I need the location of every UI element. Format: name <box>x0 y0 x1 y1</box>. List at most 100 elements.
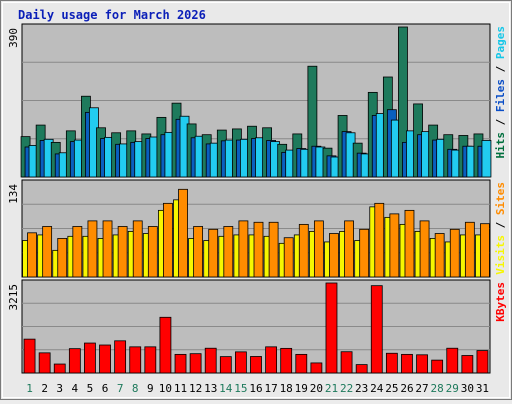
x-tick-label-day-13: 13 <box>204 382 217 395</box>
legend-label: / <box>494 215 507 235</box>
x-tick-label-day-1: 1 <box>26 382 33 395</box>
legend-label: Pages <box>494 26 507 59</box>
legend-label: Visits <box>494 235 507 275</box>
x-tick-label-day-14: 14 <box>219 382 233 395</box>
bar-sites-day-16 <box>253 221 264 278</box>
bar-kbytes-day-1 <box>23 338 36 374</box>
x-tick-label-day-5: 5 <box>87 382 94 395</box>
bar-kbytes-day-11 <box>174 353 187 374</box>
bar-kbytes-day-15 <box>234 351 247 374</box>
x-tick-label-day-16: 16 <box>249 382 262 395</box>
bar-kbytes-day-18 <box>280 347 293 374</box>
x-tick-label-day-23: 23 <box>355 382 368 395</box>
bar-sites-day-2 <box>42 226 53 278</box>
x-tick-label-day-21: 21 <box>325 382 338 395</box>
bar-sites-day-10 <box>163 202 173 278</box>
bar-sites-day-4 <box>72 226 83 278</box>
bar-sites-day-8 <box>132 220 143 278</box>
x-tick-label-day-22: 22 <box>340 382 353 395</box>
bar-sites-day-17 <box>268 221 279 278</box>
x-tick-label-day-11: 11 <box>174 382 187 395</box>
x-tick-label-day-3: 3 <box>56 382 63 395</box>
x-tick-label-day-27: 27 <box>415 382 428 395</box>
bar-sites-day-12 <box>193 226 204 278</box>
panel-visits-ymax-label: 134 <box>7 184 20 204</box>
x-tick-label-day-25: 25 <box>385 382 398 395</box>
x-tick-label-day-24: 24 <box>370 382 384 395</box>
bar-kbytes-day-27 <box>416 354 428 374</box>
bar-sites-day-7 <box>117 226 128 278</box>
bar-kbytes-day-31 <box>476 350 489 374</box>
x-tick-label-day-4: 4 <box>72 382 79 395</box>
bar-kbytes-day-24 <box>370 285 383 374</box>
bar-kbytes-day-4 <box>68 348 81 374</box>
x-tick-label-day-30: 30 <box>461 382 474 395</box>
x-tick-label-day-7: 7 <box>117 382 124 395</box>
panel-visits-legend: Visits / Sites <box>494 182 507 275</box>
bar-kbytes-day-3 <box>53 363 66 374</box>
panel-kbytes-legend: KBytes <box>494 282 507 322</box>
bar-sites-day-18 <box>283 237 294 278</box>
x-tick-label-day-28: 28 <box>431 382 444 395</box>
bar-kbytes-day-25 <box>385 352 398 374</box>
bar-kbytes-day-12 <box>189 353 202 374</box>
bar-sites-day-26 <box>404 209 415 278</box>
bar-kbytes-day-22 <box>340 351 353 374</box>
x-tick-label-day-31: 31 <box>476 382 489 395</box>
bar-kbytes-day-29 <box>446 347 459 374</box>
bar-kbytes-day-19 <box>295 353 308 374</box>
legend-label: / <box>494 59 507 79</box>
bar-kbytes-day-2 <box>38 352 51 374</box>
bar-kbytes-day-14 <box>219 356 232 374</box>
x-tick-label-day-10: 10 <box>159 382 172 395</box>
bar-kbytes-day-9 <box>144 346 157 374</box>
panel-hits-ymax-label: 390 <box>7 28 20 48</box>
bar-sites-day-19 <box>298 223 309 278</box>
bar-kbytes-day-30 <box>461 355 474 374</box>
x-tick-label-day-2: 2 <box>41 382 48 395</box>
bar-sites-day-23 <box>359 228 370 278</box>
bar-sites-day-3 <box>57 238 68 278</box>
bar-kbytes-day-23 <box>355 364 368 374</box>
bar-kbytes-day-26 <box>401 353 413 374</box>
bar-kbytes-day-16 <box>250 356 262 374</box>
bar-kbytes-day-10 <box>159 316 172 374</box>
bar-kbytes-day-20 <box>310 362 323 374</box>
bar-kbytes-day-8 <box>129 346 142 374</box>
bar-sites-day-11 <box>178 188 188 278</box>
bar-kbytes-day-28 <box>431 359 444 374</box>
x-tick-label-day-20: 20 <box>310 382 323 395</box>
bar-sites-day-13 <box>208 228 219 278</box>
bar-sites-day-20 <box>313 220 324 278</box>
chart-title: Daily usage for March 2026 <box>18 8 206 22</box>
bar-sites-day-25 <box>389 213 400 278</box>
bar-sites-day-5 <box>87 220 98 278</box>
legend-label: Hits <box>494 132 507 159</box>
x-tick-label-day-12: 12 <box>189 382 202 395</box>
legend-label: Files <box>494 79 507 112</box>
x-tick-label-day-15: 15 <box>234 382 247 395</box>
x-tick-label-day-9: 9 <box>147 382 154 395</box>
panel-kbytes-ymax-label: 3215 <box>7 284 20 311</box>
x-tick-label-day-18: 18 <box>280 382 293 395</box>
outer-frame-inner <box>2 2 510 398</box>
legend-label: KBytes <box>494 282 507 322</box>
bar-kbytes-day-13 <box>204 347 217 374</box>
bar-sites-day-28 <box>434 233 445 278</box>
bar-sites-day-29 <box>449 228 460 278</box>
bar-sites-day-22 <box>344 220 354 278</box>
bar-sites-day-15 <box>238 220 249 278</box>
x-tick-label-day-19: 19 <box>295 382 308 395</box>
bar-kbytes-day-7 <box>114 340 127 374</box>
bar-sites-day-27 <box>419 220 430 278</box>
legend-label: / <box>494 112 507 132</box>
bar-pages-day-31 <box>481 140 492 178</box>
bar-kbytes-day-5 <box>84 342 96 374</box>
x-tick-label-day-26: 26 <box>400 382 413 395</box>
panel-hits-legend: Hits / Files / Pages <box>494 26 507 159</box>
bar-sites-day-14 <box>223 226 234 278</box>
bar-sites-day-30 <box>464 221 475 278</box>
